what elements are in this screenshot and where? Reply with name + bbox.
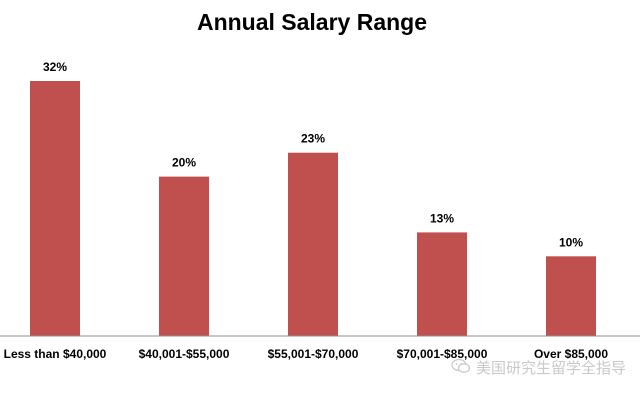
data-label: 23% [301, 132, 325, 146]
chart-title: Annual Salary Range [197, 9, 427, 35]
bar [546, 256, 596, 336]
bar [417, 232, 467, 336]
x-tick-labels: Less than $40,000 $40,001-$55,000 $55,001-… [4, 347, 609, 361]
data-label: 20% [172, 156, 196, 170]
watermark: 美国研究生留学全指导 [451, 357, 626, 378]
bar [30, 81, 80, 336]
x-tick-label: $40,001-$55,000 [139, 347, 230, 361]
data-label: 13% [430, 211, 454, 225]
x-tick-label: $55,001-$70,000 [268, 347, 359, 361]
bar [288, 152, 338, 336]
x-tick-label: Less than $40,000 [4, 347, 107, 361]
data-label: 32% [43, 60, 67, 74]
x-tick-label: Over $85,000 [534, 347, 608, 361]
data-label: 10% [559, 235, 583, 249]
bar [159, 176, 209, 336]
wechat-icon [451, 358, 471, 378]
watermark-text: 美国研究生留学全指导 [475, 359, 626, 377]
data-labels: 32% 20% 23% 13% 10% [43, 60, 583, 249]
x-tick-label: $70,001-$85,000 [397, 347, 488, 361]
bar-series [30, 81, 596, 336]
